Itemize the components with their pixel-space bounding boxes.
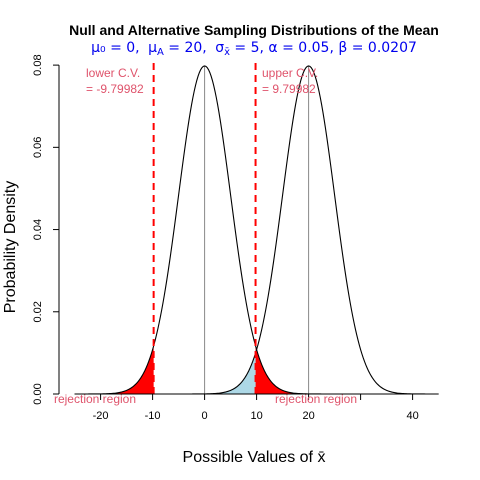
x-tick-label: -10	[145, 410, 161, 422]
chart-title: Null and Alternative Sampling Distributi…	[69, 22, 439, 38]
beta-region	[178, 353, 256, 394]
y-tick-label: 0.04	[32, 219, 44, 240]
shaded-regions	[74, 345, 335, 394]
y-axis-label: Probability Density	[2, 181, 19, 314]
upper-cv-value: = 9.79982	[262, 82, 316, 96]
x-tick-label: 20	[302, 410, 314, 422]
rejection-region-right-label: rejection region	[275, 392, 357, 406]
alpha-region-right	[255, 345, 335, 394]
null-distribution-curve	[74, 65, 335, 395]
upper-cv-label: upper C.V.	[262, 66, 318, 80]
x-tick-label: 10	[250, 410, 262, 422]
chart-subtitle: μ₀ = 0, μA = 20, σx̄ = 5, α = 0.05, β = …	[91, 40, 417, 58]
x-tick-label: 40	[406, 410, 418, 422]
alpha-region-left	[74, 345, 154, 394]
y-tick-label: 0.02	[32, 301, 44, 322]
rejection-region-left-label: rejection region	[54, 392, 136, 406]
alternative-distribution-curve	[178, 65, 439, 395]
density-curves	[74, 65, 439, 395]
lower-cv-label: lower C.V.	[86, 66, 140, 80]
lower-cv-value: = -9.79982	[86, 82, 144, 96]
y-axis: 0.00 0.02 0.04 0.06 0.08	[32, 54, 60, 405]
x-axis-label: Possible Values of x̄	[183, 449, 326, 466]
x-axis: -20 -10 0 10 20 40	[93, 393, 419, 422]
mean-lines	[204, 65, 310, 394]
y-tick-label: 0.06	[32, 137, 44, 158]
y-tick-label: 0.08	[32, 54, 44, 75]
x-tick-label: -20	[93, 410, 109, 422]
x-tick-label: 0	[202, 410, 208, 422]
y-tick-label: 0.00	[32, 383, 44, 404]
